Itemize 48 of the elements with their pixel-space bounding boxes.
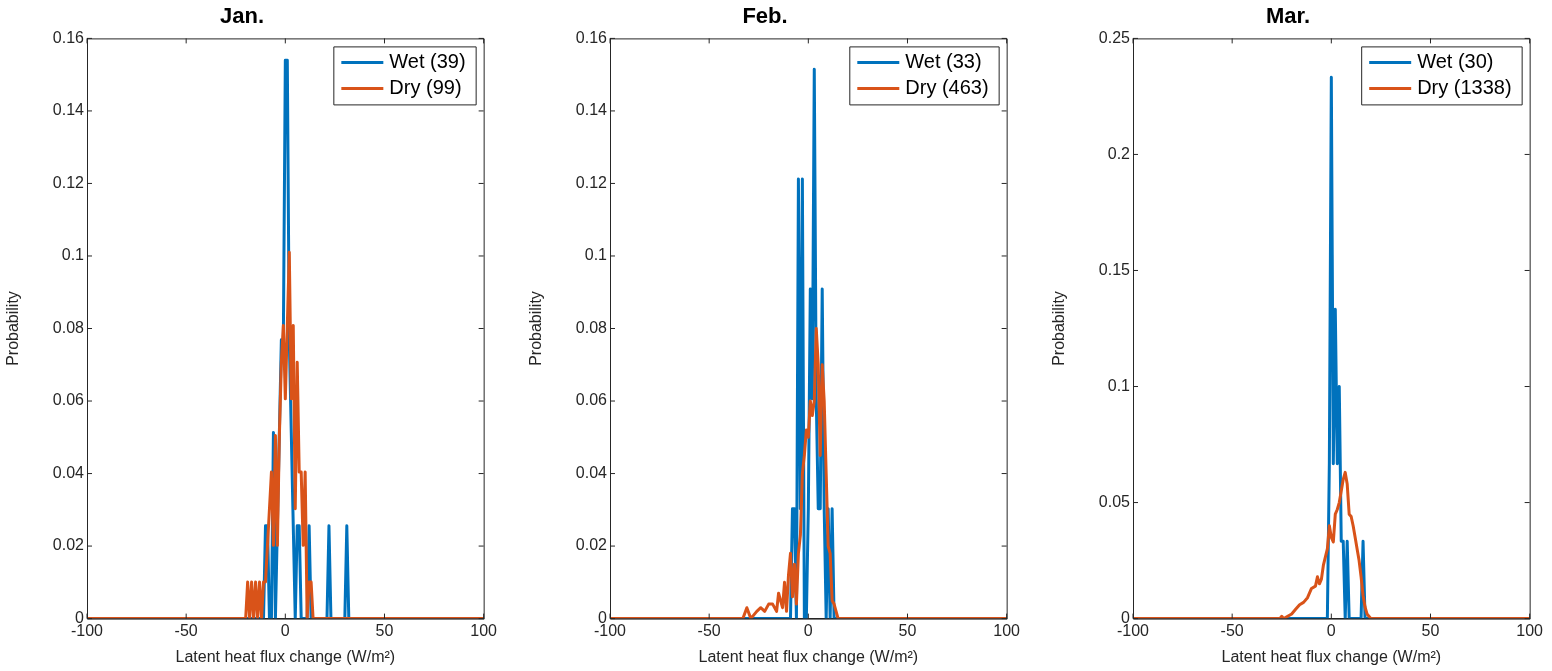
y-tick-label: 0.16 — [52, 28, 85, 46]
x-tick-label: 50 — [1421, 621, 1440, 639]
chart-title: Feb. — [742, 3, 788, 29]
x-axis-title: Latent heat flux change (W/m²) — [1221, 647, 1442, 665]
y-tick-label: 0.14 — [52, 101, 85, 119]
x-tick-label: -50 — [697, 621, 721, 639]
y-tick-label: 0.2 — [1107, 144, 1131, 162]
x-tick-label: -50 — [174, 621, 198, 639]
y-tick-label: 0.08 — [575, 318, 608, 336]
chart-title: Jan. — [219, 3, 265, 29]
y-tick-label: 0.04 — [52, 463, 85, 481]
y-tick-label: 0.02 — [52, 536, 85, 554]
x-tick-label: -50 — [1220, 621, 1244, 639]
x-tick-label: 50 — [375, 621, 394, 639]
x-axis-title: Latent heat flux change (W/m²) — [698, 647, 919, 665]
y-tick-label: 0.02 — [575, 536, 608, 554]
x-tick-label: 0 — [1326, 621, 1336, 639]
legend-label: Wet (30) — [1417, 49, 1494, 72]
legend-label: Wet (33) — [905, 49, 982, 72]
y-tick-label: 0.06 — [575, 391, 608, 409]
y-axis-title: Probability — [527, 291, 545, 366]
y-axis-title: Probability — [1050, 291, 1068, 366]
x-tick-label: 0 — [280, 621, 290, 639]
x-axis-title: Latent heat flux change (W/m²) — [175, 647, 396, 665]
legend-label: Dry (1338) — [1417, 75, 1512, 98]
y-tick-label: 0.1 — [584, 246, 608, 264]
y-tick-label: 0.16 — [575, 28, 608, 46]
x-tick-label: 100 — [470, 621, 498, 639]
x-tick-label: 50 — [898, 621, 917, 639]
y-tick-label: 0.06 — [52, 391, 85, 409]
y-tick-label: 0.05 — [1098, 492, 1131, 510]
y-tick-label: 0.12 — [52, 173, 85, 191]
y-tick-label: 0.12 — [575, 173, 608, 191]
y-tick-label: 0.04 — [575, 463, 608, 481]
chart-title: Mar. — [1265, 3, 1311, 29]
y-axis-title: Probability — [4, 291, 22, 366]
y-tick-label: 0.25 — [1098, 28, 1131, 46]
x-tick-label: 0 — [803, 621, 813, 639]
y-tick-label: 0.15 — [1098, 260, 1131, 278]
y-tick-label: 0.1 — [61, 246, 85, 264]
legend-label: Dry (463) — [905, 75, 989, 98]
legend-label: Dry (99) — [389, 75, 462, 98]
x-tick-label: 100 — [993, 621, 1021, 639]
y-tick-label: 0.1 — [1107, 376, 1131, 394]
y-tick-label: 0.14 — [575, 101, 608, 119]
legend-label: Wet (39) — [389, 49, 466, 72]
x-tick-label: 100 — [1516, 621, 1544, 639]
y-tick-label: 0.08 — [52, 318, 85, 336]
